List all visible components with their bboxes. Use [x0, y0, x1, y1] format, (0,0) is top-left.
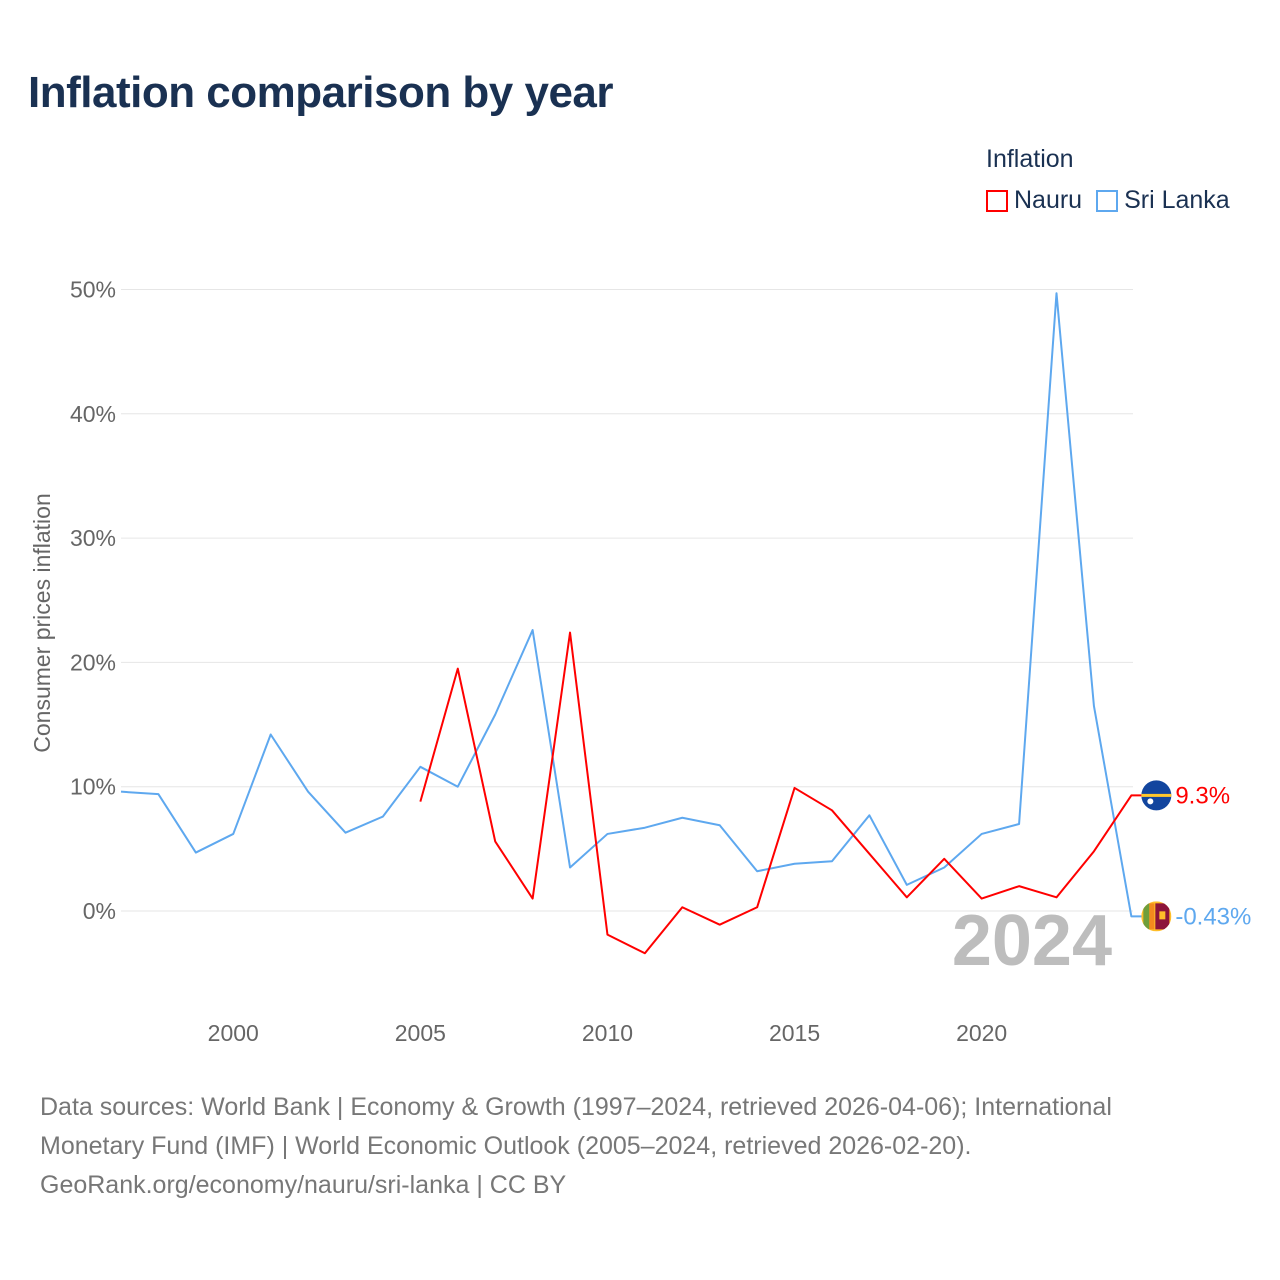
chart-title: Inflation comparison by year	[28, 68, 614, 117]
data-point	[193, 850, 199, 856]
data-point	[1054, 290, 1060, 296]
y-tick-label: 40%	[70, 401, 116, 427]
data-point	[679, 904, 685, 910]
data-point	[717, 922, 723, 928]
footer-line[interactable]: GeoRank.org/economy/nauru/sri-lanka | CC…	[40, 1171, 567, 1199]
data-point	[604, 831, 610, 837]
x-tick-label: 2000	[208, 1020, 259, 1046]
data-point	[754, 904, 760, 910]
data-point	[642, 825, 648, 831]
legend-swatch-nauru	[986, 189, 1008, 212]
legend: Nauru Sri Lanka	[986, 186, 1230, 215]
legend-title: Inflation	[986, 145, 1074, 173]
x-tick-label: 2015	[769, 1020, 820, 1046]
nauru-flag-stripe	[1141, 793, 1172, 797]
legend-label: Sri Lanka	[1124, 186, 1230, 214]
flag-green	[1143, 903, 1150, 930]
data-point	[979, 831, 985, 837]
data-point	[492, 838, 498, 844]
data-point	[792, 861, 798, 867]
data-point	[1091, 848, 1097, 854]
data-point	[343, 830, 349, 836]
data-point	[492, 712, 498, 718]
legend-item-sri-lanka[interactable]: Sri Lanka	[1096, 186, 1230, 215]
data-point	[904, 882, 910, 888]
y-axis-label: Consumer prices inflation	[29, 493, 55, 753]
x-tick-label: 2010	[582, 1020, 633, 1046]
y-tick-label: 30%	[70, 525, 116, 551]
data-point	[717, 822, 723, 828]
data-point	[1016, 883, 1022, 889]
y-tick-label: 10%	[70, 774, 116, 800]
y-tick-label: 50%	[70, 277, 116, 303]
data-point	[866, 851, 872, 857]
data-point	[567, 630, 573, 636]
series-line-sri-lanka	[120, 292, 1157, 918]
data-point	[604, 932, 610, 938]
nauru-flag-star	[1147, 798, 1154, 805]
y-tick-label: 0%	[83, 898, 116, 924]
data-point	[455, 784, 461, 790]
data-point	[380, 814, 386, 820]
flag-orange	[1149, 903, 1155, 930]
data-point	[866, 812, 872, 818]
data-point	[530, 627, 536, 633]
series-line-nauru	[419, 631, 1157, 955]
data-point	[305, 789, 311, 795]
footer-line: Monetary Fund (IMF) | World Economic Out…	[40, 1132, 972, 1160]
data-point	[118, 789, 124, 795]
end-value-label: -0.43%	[1175, 903, 1251, 930]
flag-lion	[1159, 911, 1166, 920]
data-point	[904, 894, 910, 900]
data-point	[941, 864, 947, 870]
data-point	[530, 896, 536, 902]
data-point	[979, 896, 985, 902]
data-point	[1128, 913, 1134, 919]
footer-line: Data sources: World Bank | Economy & Gro…	[40, 1093, 1112, 1121]
legend-item-nauru[interactable]: Nauru	[986, 186, 1082, 215]
data-point	[1054, 894, 1060, 900]
data-point	[567, 864, 573, 870]
footer-sources: Data sources: World Bank | Economy & Gro…	[40, 1088, 1240, 1205]
data-point	[1016, 821, 1022, 827]
year-watermark: 2024	[952, 901, 1112, 981]
data-point	[941, 856, 947, 862]
legend-label: Nauru	[1014, 186, 1083, 214]
data-point	[155, 791, 161, 797]
data-point	[679, 815, 685, 821]
legend-swatch-sri-lanka	[1096, 189, 1119, 212]
data-point	[829, 858, 835, 864]
data-point	[268, 731, 274, 737]
data-point	[1091, 703, 1097, 709]
data-point	[417, 764, 423, 770]
x-tick-label: 2020	[956, 1020, 1007, 1046]
data-point	[642, 950, 648, 956]
data-point	[417, 799, 423, 805]
data-point	[1128, 792, 1134, 798]
sri-lanka-flag-icon	[1141, 901, 1172, 932]
data-point	[455, 666, 461, 672]
flag-body	[1141, 901, 1172, 932]
data-point	[829, 807, 835, 813]
y-tick-label: 20%	[70, 649, 116, 675]
data-point	[792, 785, 798, 791]
end-value-label: 9.3%	[1175, 782, 1230, 809]
data-point	[754, 868, 760, 874]
data-point	[230, 831, 236, 837]
x-tick-label: 2005	[395, 1020, 446, 1046]
